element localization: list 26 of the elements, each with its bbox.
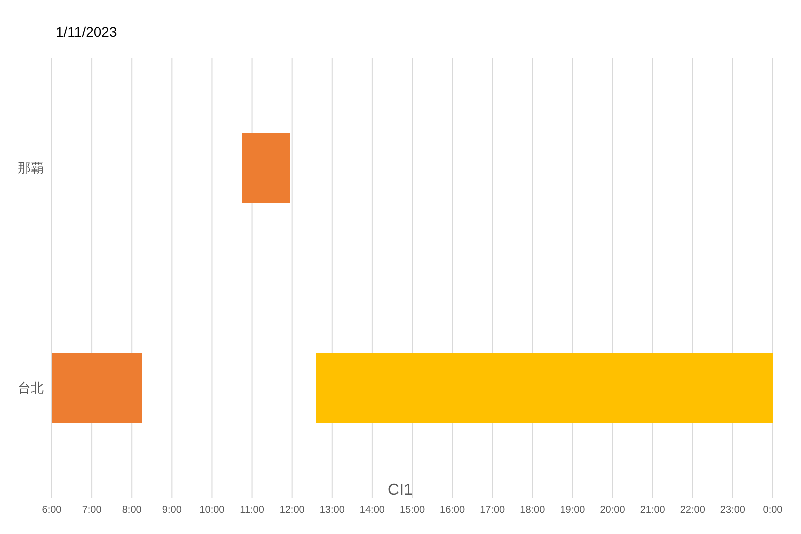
bar — [52, 353, 142, 423]
x-axis-title: CI1 — [387, 482, 414, 500]
y-tick-label: 那覇 — [18, 162, 44, 177]
x-tick-label: 15:00 — [400, 505, 426, 516]
x-tick-label: 16:00 — [440, 505, 466, 516]
x-tick-label: 18:00 — [520, 505, 546, 516]
x-tick-label: 12:00 — [280, 505, 306, 516]
x-tick-label: 9:00 — [162, 505, 182, 516]
x-tick-label: 13:00 — [320, 505, 346, 516]
x-tick-label: 21:00 — [640, 505, 666, 516]
x-tick-label: 11:00 — [240, 505, 265, 516]
x-tick-label: 14:00 — [360, 505, 386, 516]
x-tick-label: 6:00 — [42, 505, 62, 516]
x-tick-label: 7:00 — [82, 505, 102, 516]
x-tick-label: 8:00 — [122, 505, 142, 516]
x-tick-label: 17:00 — [480, 505, 506, 516]
y-tick-label: 台北 — [18, 382, 44, 397]
bar — [316, 353, 773, 423]
x-tick-label: 23:00 — [720, 505, 746, 516]
x-tick-label: 10:00 — [200, 505, 226, 516]
x-tick-label: 20:00 — [600, 505, 626, 516]
x-tick-label: 22:00 — [680, 505, 706, 516]
x-tick-label: 19:00 — [560, 505, 586, 516]
bar — [242, 133, 290, 203]
x-tick-label: 0:00 — [763, 505, 784, 516]
chart-title: 1/11/2023 — [56, 24, 118, 40]
